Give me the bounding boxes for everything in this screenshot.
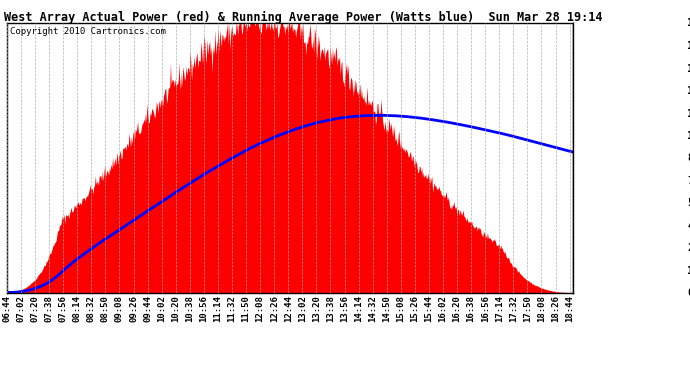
Text: West Array Actual Power (red) & Running Average Power (Watts blue)  Sun Mar 28 1: West Array Actual Power (red) & Running …: [4, 11, 603, 24]
Text: Copyright 2010 Cartronics.com: Copyright 2010 Cartronics.com: [10, 27, 166, 36]
